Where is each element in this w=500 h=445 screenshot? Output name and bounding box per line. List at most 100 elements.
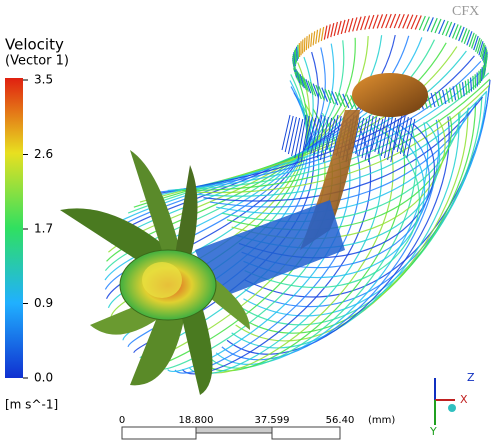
- volute-vector: [466, 31, 473, 46]
- blue-vector: [355, 117, 365, 155]
- blue-vector: [396, 115, 406, 153]
- volute-vector: [337, 20, 342, 36]
- axis-label: Y: [429, 425, 437, 438]
- blue-vector: [316, 115, 326, 159]
- volute-vector: [426, 17, 434, 32]
- scale-label: 18.800: [179, 415, 214, 426]
- legend-title: Velocity: [5, 36, 64, 54]
- volute-vector: [458, 26, 465, 42]
- blade: [130, 150, 180, 260]
- logo: CFX: [452, 4, 479, 19]
- volute-vector: [448, 22, 456, 38]
- scale-label: 37.599: [255, 415, 290, 426]
- volute-vector: [479, 42, 485, 58]
- volute-vector: [301, 75, 307, 91]
- volute-vector: [441, 20, 449, 36]
- legend-tick-label: 0.0: [34, 371, 53, 385]
- volute-vector: [475, 37, 481, 52]
- streamline: [238, 103, 477, 334]
- volute-vector: [372, 14, 379, 29]
- streamline: [235, 108, 469, 342]
- volute-vector: [467, 79, 470, 94]
- volute-vector: [451, 24, 459, 39]
- volute-vector: [331, 90, 339, 106]
- axis-label: Z: [467, 371, 475, 384]
- volute-vector: [356, 16, 362, 31]
- volute-vector: [293, 52, 296, 67]
- volute-vector: [468, 32, 475, 48]
- volute-vector: [312, 31, 316, 46]
- volute-vector: [482, 48, 488, 63]
- legend-subtitle: (Vector 1): [5, 54, 69, 69]
- volute-vector: [455, 25, 462, 40]
- blue-vector: [332, 115, 342, 155]
- scale-label: 0: [119, 415, 125, 426]
- volute-vector: [410, 14, 418, 30]
- volute-vector: [315, 84, 322, 100]
- origin: [448, 404, 456, 412]
- volute-vector: [482, 65, 485, 80]
- volute-vector: [434, 91, 440, 107]
- volute-vector: [442, 89, 447, 105]
- volute-vector: [312, 83, 320, 98]
- volute-vector: [324, 88, 332, 104]
- volute-vector: [295, 46, 298, 61]
- blue-vector: [383, 116, 393, 159]
- volute-vector: [438, 19, 446, 35]
- volute-vector: [480, 44, 486, 59]
- blue-vector: [377, 114, 387, 155]
- hub-inner: [142, 262, 182, 298]
- volute-vector: [472, 75, 475, 90]
- hub-shaft: [195, 200, 345, 300]
- volute-vector: [297, 72, 304, 87]
- volute-vector: [340, 19, 346, 35]
- blue-vector: [291, 117, 301, 157]
- legend-ticks: 3.5 2.6 1.7 0.9 0.0: [23, 73, 53, 385]
- volute-vector: [326, 24, 331, 39]
- volute-vector: [303, 77, 310, 92]
- volute-vector: [476, 39, 483, 54]
- streamline: [196, 90, 488, 197]
- volute-vector: [422, 16, 430, 31]
- streamline: [226, 116, 450, 355]
- volute-vector: [470, 34, 477, 49]
- volute-vector: [364, 15, 371, 30]
- volute-vector: [418, 15, 426, 31]
- volute-vector: [294, 48, 298, 63]
- volute-vector: [352, 17, 358, 32]
- volute-vector: [469, 77, 473, 92]
- blue-vector: [294, 118, 304, 159]
- volute-vector: [402, 14, 410, 29]
- blue-vector: [300, 115, 310, 163]
- volute-vector: [327, 89, 335, 105]
- scale-label: 56.40: [326, 415, 355, 426]
- volute-vector: [344, 18, 350, 34]
- blue-vector: [371, 117, 381, 151]
- volute-vector: [385, 13, 392, 29]
- volute-vector: [483, 50, 488, 65]
- volute-vector: [346, 94, 354, 109]
- volute-vector: [484, 54, 488, 69]
- volute-vector: [380, 13, 388, 29]
- volute-vector: [463, 29, 471, 45]
- volute-vector: [461, 82, 465, 97]
- volute-vector: [430, 17, 438, 33]
- axis-triad: Z X Y: [429, 371, 475, 438]
- volute-vector: [389, 13, 397, 29]
- blue-vector: [393, 114, 403, 151]
- blade: [180, 300, 213, 395]
- blue-vector: [367, 116, 377, 163]
- blue-vector: [281, 114, 291, 151]
- scale-segment: [271, 426, 341, 440]
- volute-vector: [348, 17, 354, 33]
- legend-tick-label: 0.9: [34, 296, 53, 310]
- volute-vector: [452, 86, 457, 101]
- volute-vector: [376, 14, 384, 29]
- volute-vector: [368, 14, 375, 30]
- volute-vector: [458, 83, 463, 98]
- volute-vector: [478, 41, 484, 56]
- volute-vector: [305, 36, 308, 51]
- streamline: [174, 119, 361, 374]
